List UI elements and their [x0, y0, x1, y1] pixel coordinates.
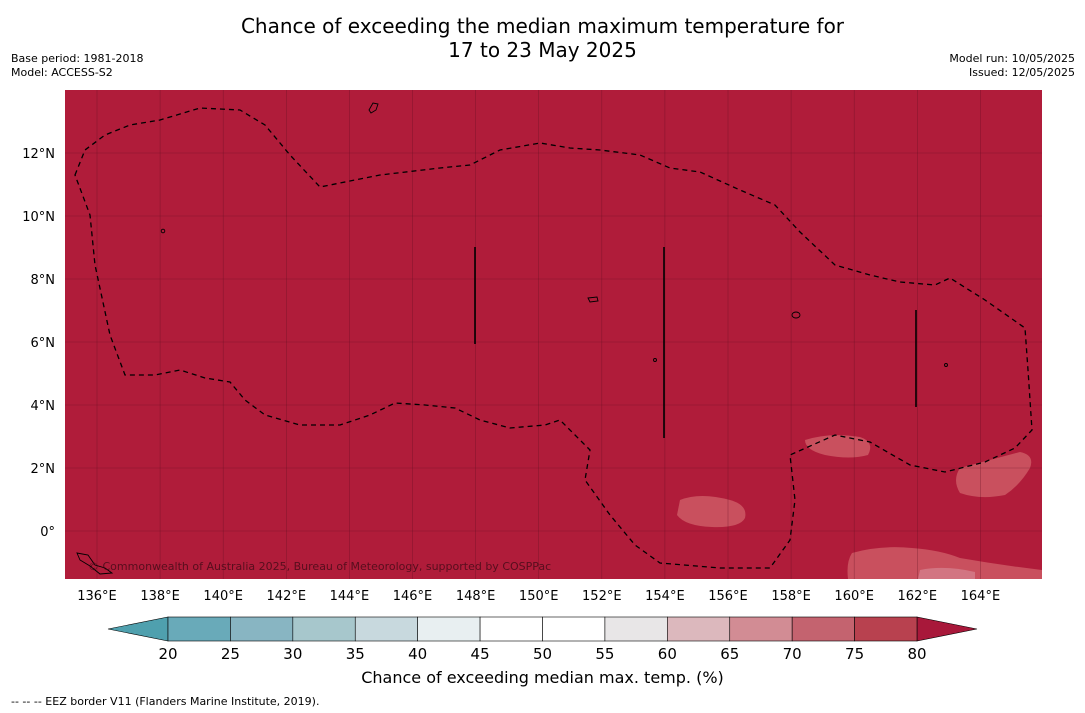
eez-border [74, 107, 1033, 569]
colorbar-bin [667, 616, 731, 642]
colorbar-bin [354, 616, 418, 642]
lon-tick-label: 140°E [203, 589, 243, 604]
colorbar-tick-label: 45 [471, 645, 490, 663]
colorbar-bin [230, 616, 294, 642]
colorbar-bin [292, 616, 356, 642]
lon-tick-label: 152°E [582, 589, 622, 604]
lat-tick-label: 10°N [22, 210, 55, 225]
lat-tick-label: 8°N [31, 273, 56, 288]
issued-date: Issued: 12/05/2025 [968, 66, 1075, 79]
colorbar-bin [417, 616, 481, 642]
lat-tick-label: 4°N [31, 399, 56, 414]
colorbar: 20 25 30 35 40 45 50 55 60 65 70 75 80 [107, 616, 978, 663]
colorbar-bin [604, 616, 668, 642]
lon-tick-label: 138°E [140, 589, 180, 604]
colorbar-bin [167, 616, 231, 642]
colorbar-bin [479, 616, 543, 642]
island-chuuk [587, 296, 599, 303]
lon-tick-label: 148°E [456, 589, 496, 604]
colorbar-label: Chance of exceeding median max. temp. (%… [361, 668, 724, 687]
island-small-a [160, 228, 166, 234]
lon-tick-label: 146°E [393, 589, 433, 604]
colorbar-bin [854, 616, 918, 642]
lat-tick-label: 2°N [31, 462, 56, 477]
colorbar-tick-label: 25 [221, 645, 240, 663]
patch-southeast [847, 547, 1042, 579]
patch-central [677, 496, 746, 528]
latitude-labels: 12°N 10°N 8°N 6°N 4°N 2°N 0° [22, 147, 55, 540]
islands [76, 102, 948, 575]
lat-tick-label: 12°N [22, 147, 55, 162]
colorbar-tick-label: 65 [720, 645, 739, 663]
colorbar-tick-label: 60 [658, 645, 677, 663]
eez-footnote: -- -- -- EEZ border V11 (Flanders Marine… [11, 695, 320, 708]
lon-tick-label: 142°E [267, 589, 307, 604]
colorbar-tick-label: 40 [408, 645, 427, 663]
patch-east-2n [805, 435, 871, 458]
model-name: Model: ACCESS-S2 [11, 66, 113, 79]
lat-tick-label: 0° [40, 525, 55, 540]
map-background [65, 90, 1042, 579]
lat-tick-label: 6°N [31, 336, 56, 351]
colorbar-tick-label: 75 [845, 645, 864, 663]
meta-left: Base period: 1981-2018 Model: ACCESS-S2 [11, 52, 143, 80]
model-run: Model run: 10/05/2025 [949, 52, 1075, 65]
lon-tick-label: 154°E [645, 589, 685, 604]
title-line-2: 17 to 23 May 2025 [448, 38, 637, 62]
island-palau [76, 552, 114, 575]
island-guam-north [368, 102, 379, 114]
lon-tick-label: 158°E [771, 589, 811, 604]
title-line-1: Chance of exceeding the median maximum t… [240, 14, 845, 38]
anomaly-patches [677, 435, 1042, 579]
copyright-text: © Commonwealth of Australia 2025, Bureau… [88, 560, 551, 573]
patch-southeast-inner [918, 567, 975, 579]
map-title: Chance of exceeding the median maximum t… [0, 14, 1085, 62]
island-pohnpei [791, 311, 801, 319]
patch-far-east [956, 452, 1032, 498]
lon-tick-label: 156°E [708, 589, 748, 604]
colorbar-tick-label: 55 [595, 645, 614, 663]
meta-right: Model run: 10/05/2025 Issued: 12/05/2025 [949, 52, 1075, 80]
lon-tick-label: 150°E [519, 589, 559, 604]
colorbar-bin [791, 616, 855, 642]
colorbar-tick-label: 35 [346, 645, 365, 663]
island-small-b [944, 363, 948, 367]
colorbar-bin [729, 616, 793, 642]
base-period: Base period: 1981-2018 [11, 52, 144, 65]
vertical-lines [474, 247, 917, 438]
lon-tick-label: 164°E [961, 589, 1001, 604]
colorbar-tick-label: 70 [783, 645, 802, 663]
lon-tick-label: 144°E [330, 589, 370, 604]
colorbar-under-arrow [107, 616, 169, 642]
island-small-c [653, 358, 657, 362]
colorbar-tick-label: 80 [907, 645, 926, 663]
colorbar-tick-label: 20 [158, 645, 177, 663]
graticule [65, 90, 1042, 579]
colorbar-tick-label: 50 [533, 645, 552, 663]
longitude-labels: 136°E 138°E 140°E 142°E 144°E 146°E 148°E 150°E… [77, 589, 1000, 604]
colorbar-bin [542, 616, 606, 642]
lon-tick-label: 136°E [77, 589, 117, 604]
colorbar-over-arrow [916, 616, 978, 642]
lon-tick-label: 162°E [898, 589, 938, 604]
lon-tick-label: 160°E [834, 589, 874, 604]
colorbar-tick-label: 30 [283, 645, 302, 663]
